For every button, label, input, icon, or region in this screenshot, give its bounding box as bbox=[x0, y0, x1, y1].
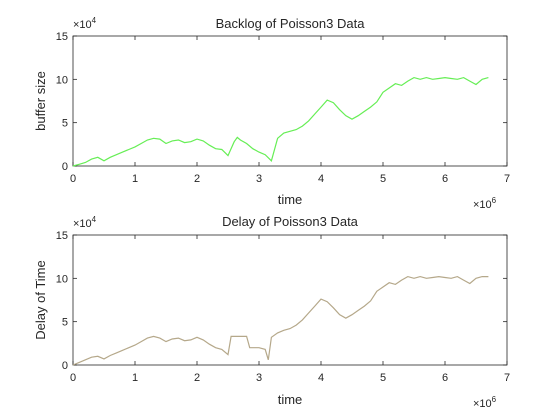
y-exponent-label: ×104 bbox=[73, 16, 97, 31]
x-tick-label: 2 bbox=[194, 372, 200, 384]
x-tick-label: 4 bbox=[318, 372, 324, 384]
x-exponent-power: 6 bbox=[492, 395, 497, 404]
x-tick-label: 1 bbox=[132, 173, 138, 185]
backlog-chart: Backlog of Poisson3 Data time buffer siz… bbox=[33, 16, 510, 211]
y-exponent-base: ×10 bbox=[73, 19, 92, 31]
x-tick-label: 1 bbox=[132, 372, 138, 384]
x-exponent-label: ×106 bbox=[473, 196, 497, 211]
x-tick-label: 5 bbox=[380, 372, 386, 384]
delay-chart: Delay of Poisson3 Data time Delay of Tim… bbox=[33, 214, 510, 410]
y-tick-label: 10 bbox=[56, 273, 68, 285]
x-exponent-base: ×10 bbox=[473, 199, 492, 211]
plot-area bbox=[73, 36, 507, 166]
y-exponent-base: ×10 bbox=[73, 218, 92, 230]
y-axis-label: buffer size bbox=[33, 71, 48, 131]
x-exponent-base: ×10 bbox=[473, 398, 492, 410]
x-exponent-power: 6 bbox=[492, 196, 497, 205]
x-tick-label: 6 bbox=[442, 173, 448, 185]
x-exponent-label: ×106 bbox=[473, 395, 497, 410]
y-tick-label: 0 bbox=[62, 161, 68, 173]
x-tick-label: 3 bbox=[256, 372, 262, 384]
x-tick-label: 5 bbox=[380, 173, 386, 185]
plot-area bbox=[73, 235, 507, 365]
y-exponent-label: ×104 bbox=[73, 215, 97, 230]
x-tick-label: 6 bbox=[442, 372, 448, 384]
x-tick-label: 2 bbox=[194, 173, 200, 185]
x-tick-label: 0 bbox=[70, 173, 76, 185]
chart-title: Delay of Poisson3 Data bbox=[222, 214, 359, 229]
x-axis-label: time bbox=[278, 392, 303, 407]
y-tick-label: 15 bbox=[56, 230, 68, 242]
y-exponent-power: 4 bbox=[92, 16, 97, 25]
y-tick-label: 10 bbox=[56, 74, 68, 86]
chart-title: Backlog of Poisson3 Data bbox=[216, 16, 366, 31]
x-tick-label: 7 bbox=[504, 372, 510, 384]
y-tick-label: 5 bbox=[62, 118, 68, 130]
y-tick-label: 0 bbox=[62, 360, 68, 372]
y-tick-label: 5 bbox=[62, 317, 68, 329]
y-tick-label: 15 bbox=[56, 31, 68, 43]
x-tick-label: 4 bbox=[318, 173, 324, 185]
x-tick-label: 7 bbox=[504, 173, 510, 185]
x-tick-label: 0 bbox=[70, 372, 76, 384]
x-tick-label: 3 bbox=[256, 173, 262, 185]
y-exponent-power: 4 bbox=[92, 215, 97, 224]
y-axis-label: Delay of Time bbox=[33, 260, 48, 339]
x-axis-label: time bbox=[278, 192, 303, 207]
